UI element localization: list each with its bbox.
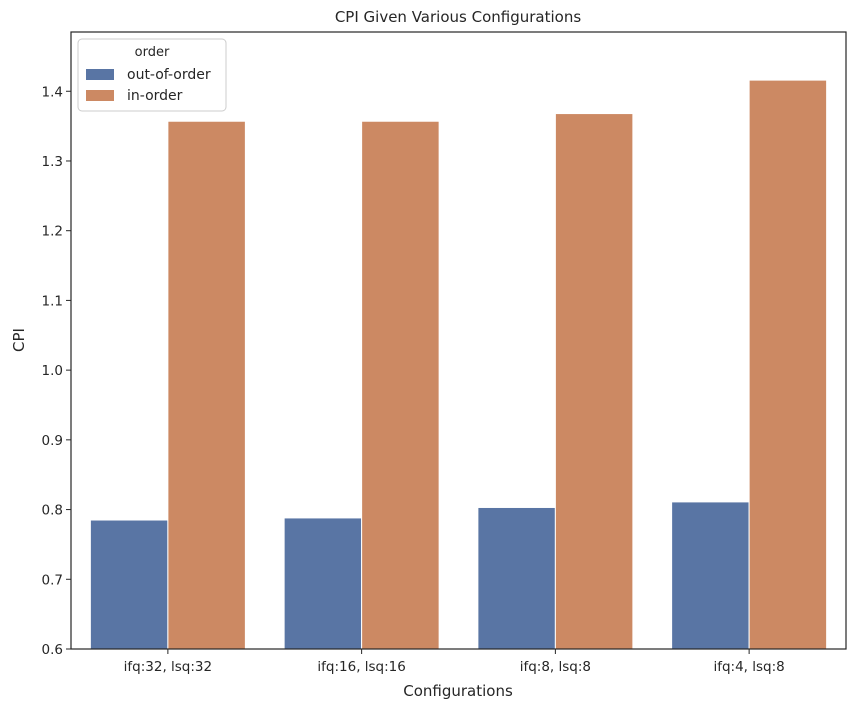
y-axis-label: CPI <box>10 328 28 352</box>
y-tick-label: 1.3 <box>42 154 63 170</box>
legend-swatch-in-order <box>86 90 114 101</box>
x-tick-label: ifq:32, lsq:32 <box>124 659 212 675</box>
bar-in-order-3 <box>748 79 828 650</box>
x-tick-label: ifq:4, lsq:8 <box>713 659 784 675</box>
bar-out-of-order-1 <box>283 517 363 650</box>
y-tick-label: 0.6 <box>42 642 63 658</box>
y-tick-label: 1.1 <box>42 293 63 309</box>
legend-frame <box>77 38 227 112</box>
x-axis-label: Configurations <box>403 682 513 700</box>
y-tick-label: 0.7 <box>42 572 63 588</box>
legend-label-in-order: in-order <box>127 88 183 104</box>
bar-out-of-order-2 <box>477 506 556 650</box>
y-tick-label: 0.8 <box>42 503 63 519</box>
bars <box>89 79 828 650</box>
legend-title: order <box>135 45 170 60</box>
plot-area <box>70 31 847 650</box>
bar-out-of-order-0 <box>89 519 169 650</box>
bar-in-order-0 <box>167 120 246 650</box>
y-tick-label: 1.0 <box>42 363 63 379</box>
plot-frame <box>70 31 847 650</box>
legend-swatch-out-of-order <box>86 69 114 80</box>
bar-out-of-order-3 <box>671 501 750 650</box>
legend: order out-of-order in-order <box>77 38 227 112</box>
x-axis: ifq:32, lsq:32 ifq:16, lsq:16 ifq:8, lsq:8… <box>124 649 785 675</box>
y-axis: 0.6 0.7 0.8 0.9 1.0 1.1 1.2 1.3 1.4 <box>42 84 71 658</box>
y-tick-label: 0.9 <box>42 433 63 449</box>
x-tick-label: ifq:16, lsq:16 <box>317 659 405 675</box>
bar-in-order-2 <box>554 113 634 650</box>
y-tick-label: 1.4 <box>42 84 63 100</box>
bar-in-order-1 <box>361 120 440 650</box>
chart-title: CPI Given Various Configurations <box>335 8 581 26</box>
x-tick-label: ifq:8, lsq:8 <box>520 659 591 675</box>
legend-label-out-of-order: out-of-order <box>127 67 211 83</box>
y-tick-label: 1.2 <box>42 224 63 240</box>
